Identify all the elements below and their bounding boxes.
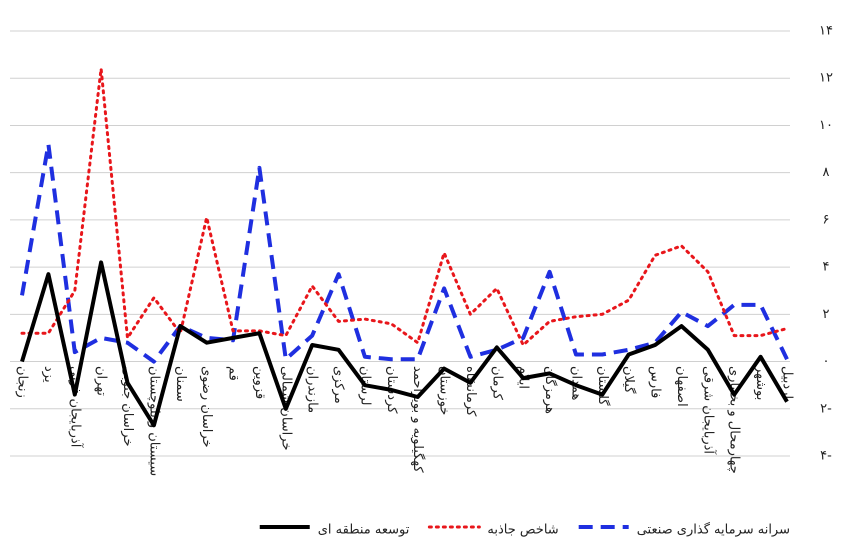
y-tick-label: ۱۰ <box>819 118 833 133</box>
x-tick-label: گیلان <box>621 366 637 394</box>
series-line <box>20 67 789 347</box>
x-tick-label: سمنان <box>173 366 188 402</box>
x-tick-label: یزد <box>41 366 56 383</box>
x-tick-label: کرمان <box>489 366 504 401</box>
x-tick-label: چهارمحال و بختیاری <box>727 366 742 474</box>
y-tick-label: ۴- <box>820 449 832 464</box>
y-tick-label: ۲ <box>823 307 830 322</box>
x-tick-label: قزوین <box>252 366 267 399</box>
x-tick-label: تهران <box>94 366 109 396</box>
x-tick-label: هرمزگان <box>542 366 558 414</box>
y-tick-label: ۲- <box>820 401 832 416</box>
series-line <box>20 142 789 364</box>
y-tick-label: ۱۲ <box>819 71 833 86</box>
y-tick-label: ۶ <box>823 212 830 227</box>
legend-label: سرانه سرمایه گذاری صنعتی <box>637 522 790 538</box>
x-tick-label: فارس <box>648 366 663 398</box>
y-tick-label: ۴ <box>823 260 830 275</box>
legend-label: توسعه منطقه ای <box>318 523 410 538</box>
x-tick-label: اردبیل <box>780 366 795 399</box>
x-tick-label: مرکزی <box>331 366 346 404</box>
x-tick-label: بوشهر <box>753 365 768 400</box>
x-tick-label: خراسان رضوی <box>199 366 214 448</box>
x-tick-label: قم <box>226 366 241 381</box>
y-tick-label: ۱۴ <box>819 24 833 39</box>
x-tick-label: اصفهان <box>674 366 689 407</box>
x-tick-label: مازندران <box>305 366 320 413</box>
x-tick-label: آذربایجان شرقی <box>700 366 717 455</box>
y-tick-label: ۰ <box>823 354 830 369</box>
x-tick-label: کهگیلویه و بویراحمد <box>410 366 426 473</box>
x-tick-label: گلستان <box>595 366 611 406</box>
x-tick-label: زنجان <box>15 366 30 398</box>
series-line <box>20 260 789 428</box>
legend-label: شاخص جاذبه <box>487 523 558 538</box>
y-tick-label: ۸ <box>823 165 830 180</box>
x-tick-label: خوزستان <box>437 366 452 415</box>
